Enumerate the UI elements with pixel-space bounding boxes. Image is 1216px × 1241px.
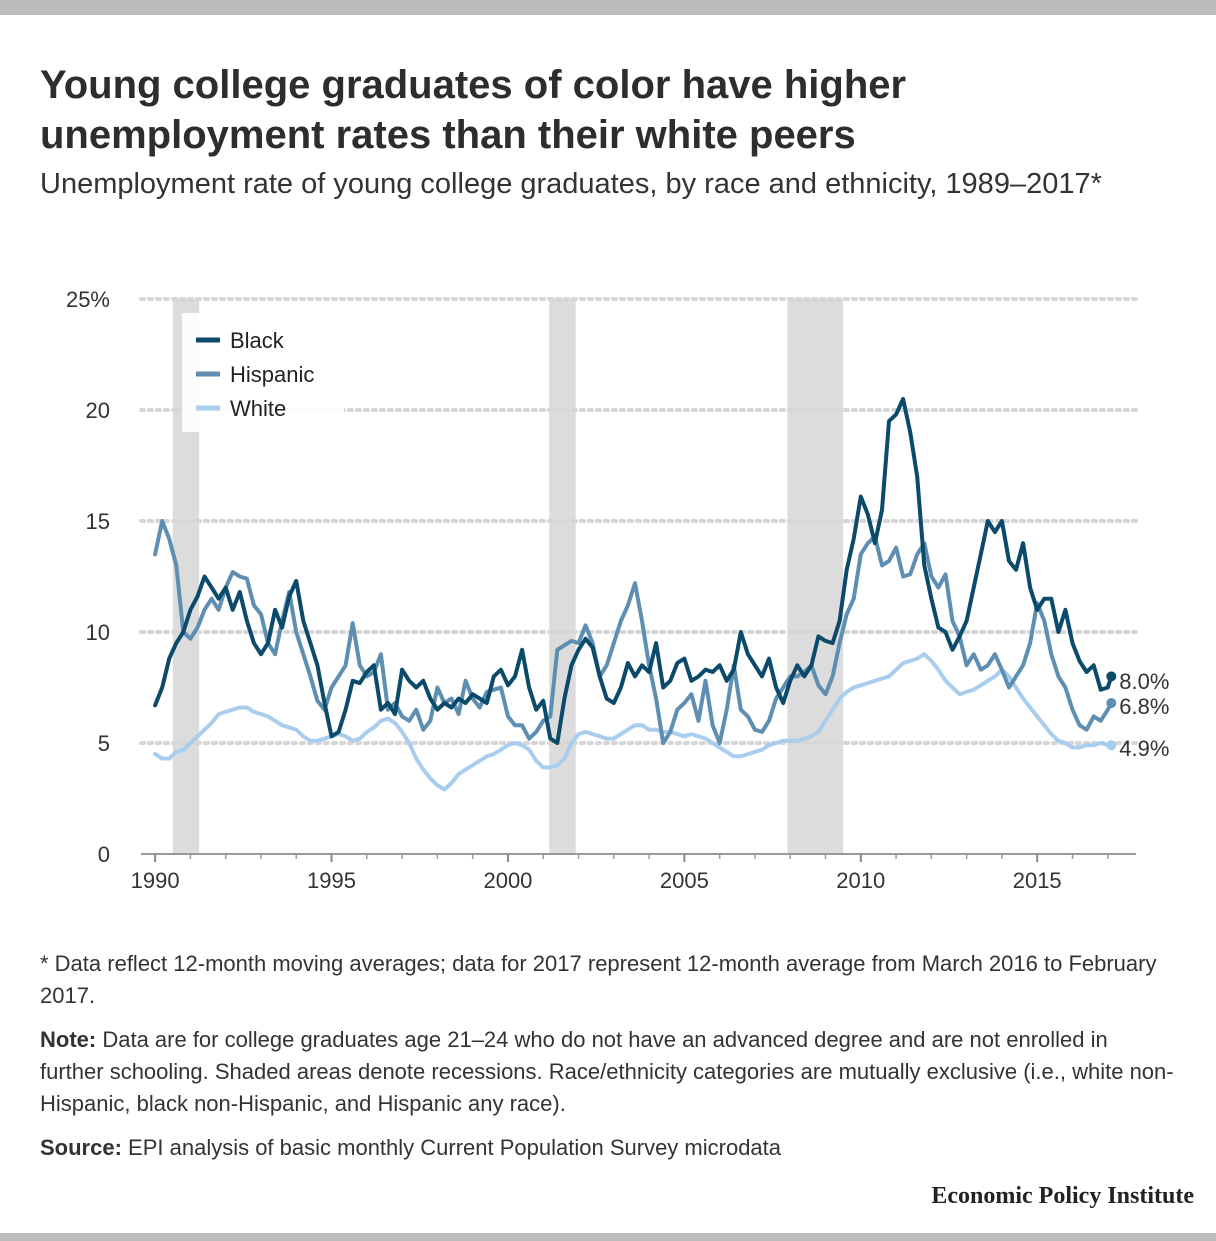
series-end-label-hispanic: 6.8% <box>1119 694 1169 719</box>
line-chart: 0 5 10 15 20 25% 1990 1995 2000 2005 2010 2015 8.0%… <box>66 287 1170 893</box>
legend-label-hispanic: Hispanic <box>230 362 314 387</box>
x-tick-label: 1990 <box>131 868 180 893</box>
recession-band-2 <box>549 299 576 854</box>
y-tick-label: 0 <box>98 842 110 867</box>
top-border-bar <box>0 0 1216 15</box>
source: Source: EPI analysis of basic monthly Cu… <box>40 1132 1176 1164</box>
y-tick-label: 5 <box>98 731 110 756</box>
notes-section: * Data reflect 12-month moving averages;… <box>40 948 1176 1176</box>
gridline-layer <box>139 297 1138 745</box>
series-end-dot-white <box>1106 740 1117 751</box>
series-line-white <box>153 652 1114 792</box>
note: Note: Data are for college graduates age… <box>40 1024 1176 1120</box>
y-tick-label: 25% <box>66 287 110 312</box>
y-tick-label: 20 <box>86 398 110 423</box>
legend-label-white: White <box>230 396 286 421</box>
source-label: Source: <box>40 1135 122 1160</box>
series-end-dot-hispanic <box>1106 698 1117 709</box>
series-layer: 8.0%6.8% 4.9% <box>153 396 1169 792</box>
axis-layer: 0 5 10 15 20 25% 1990 1995 2000 2005 2010 2015 <box>66 287 1136 893</box>
recession-band-3 <box>787 299 844 854</box>
legend: Black Hispanic White <box>182 313 344 432</box>
chart-title: Young college graduates of color have hi… <box>40 63 907 157</box>
series-end-label-black: 8.0% <box>1119 669 1169 694</box>
series-line-black <box>153 396 1114 745</box>
note-text: Data are for college graduates age 21–24… <box>40 1027 1174 1116</box>
series-end-dot-black <box>1106 671 1117 682</box>
chart-subtitle: Unemployment rate of young college gradu… <box>40 168 1102 200</box>
legend-label-black: Black <box>230 328 285 353</box>
y-tick-label: 10 <box>86 620 110 645</box>
series-line-hispanic <box>153 519 1114 745</box>
x-tick-label: 2015 <box>1013 868 1062 893</box>
x-tick-label: 2005 <box>660 868 709 893</box>
bottom-border-bar <box>0 1233 1216 1241</box>
brand-logo: Economic Policy Institute <box>931 1183 1194 1209</box>
y-tick-label: 15 <box>86 509 110 534</box>
x-tick-label: 1995 <box>307 868 356 893</box>
x-tick-label: 2000 <box>483 868 532 893</box>
x-tick-label: 2010 <box>836 868 885 893</box>
series-end-label-white: 4.9% <box>1119 736 1169 761</box>
footnote: * Data reflect 12-month moving averages;… <box>40 951 1157 1008</box>
source-text: EPI analysis of basic monthly Current Po… <box>121 1135 782 1160</box>
note-label: Note: <box>40 1027 97 1052</box>
